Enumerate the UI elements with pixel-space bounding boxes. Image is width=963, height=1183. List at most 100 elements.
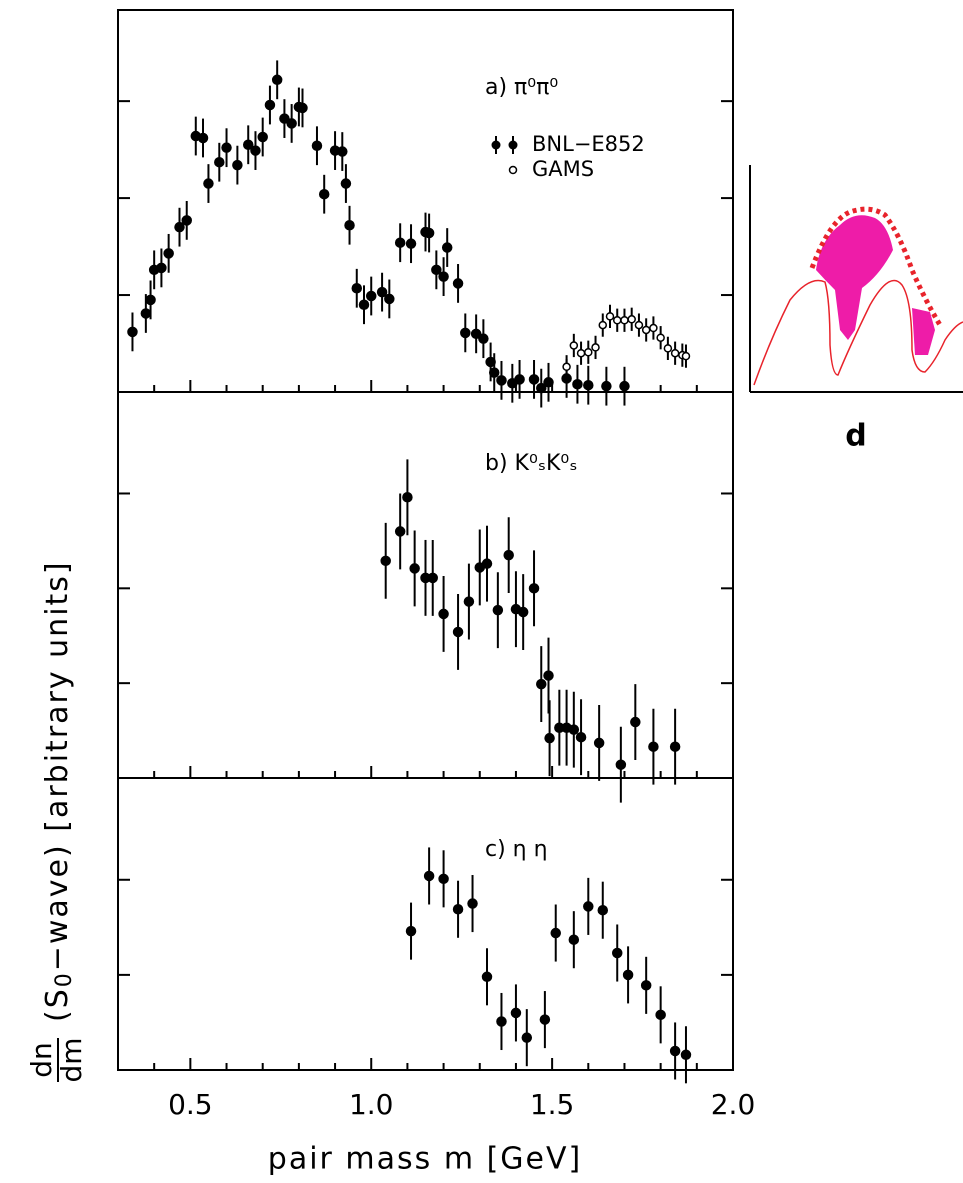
data-point [467, 898, 478, 909]
ylabel-sub: 0 [52, 971, 77, 987]
data-point [521, 1032, 533, 1043]
data-point [641, 325, 651, 335]
data-point [601, 380, 612, 392]
data-point [257, 131, 268, 143]
data-point [264, 99, 276, 111]
data-point [669, 741, 681, 752]
data-point [562, 362, 571, 372]
data-point [496, 1016, 507, 1027]
data-point [622, 969, 634, 981]
data-point [351, 283, 363, 294]
data-point [376, 286, 388, 298]
data-point [598, 320, 608, 330]
data-point [394, 526, 406, 537]
data-point [452, 626, 464, 638]
data-point [127, 326, 138, 338]
data-point [214, 156, 225, 168]
data-point [663, 344, 673, 353]
data-point [380, 555, 391, 567]
data-point [576, 348, 586, 358]
data-point [634, 320, 644, 330]
data-point [528, 583, 540, 594]
panel-title: b) K⁰ₛK⁰ₛ [485, 451, 577, 476]
data-point [394, 237, 406, 248]
data-point [568, 724, 580, 735]
data-point [311, 140, 323, 151]
data-point [384, 293, 395, 305]
ylabel-text: (S0−wave) [arbitrary units] [40, 560, 78, 1022]
x-tick-label: 1.5 [530, 1088, 575, 1121]
data-point [279, 113, 290, 124]
data-point [441, 242, 453, 253]
data-point [337, 146, 348, 157]
data-point [539, 1014, 551, 1025]
data-point [452, 278, 464, 289]
data-point [271, 74, 283, 86]
ylabel-open: (S [40, 987, 75, 1022]
data-point [405, 238, 417, 249]
x-tick-label: 0.5 [168, 1088, 213, 1121]
inset-label: d [845, 419, 866, 454]
data-point [543, 670, 554, 681]
data-point [503, 549, 514, 561]
ylabel-den: dm [55, 1037, 88, 1082]
data-point [431, 264, 442, 276]
inset-blob [912, 308, 935, 355]
ylabel-rest: −wave) [arbitrary units] [40, 560, 75, 971]
data-point [583, 901, 594, 912]
data-point [409, 563, 420, 574]
data-point [286, 118, 297, 129]
data-point [470, 328, 482, 340]
data-point [344, 219, 355, 231]
panel-frame [117, 777, 734, 1071]
data-point [405, 925, 417, 937]
x-tick-label: 2.0 [711, 1088, 756, 1121]
data-point [612, 316, 622, 325]
data-point [463, 596, 475, 607]
data-point [569, 341, 579, 350]
data-point [583, 379, 594, 391]
data-point [593, 737, 605, 749]
data-point [438, 873, 449, 885]
data-point [402, 492, 413, 503]
data-point [619, 380, 630, 392]
data-point [572, 378, 583, 390]
data-point [568, 934, 580, 945]
y-axis-label: dn dm (S0−wave) [arbitrary units] [25, 560, 88, 1082]
data-point [197, 132, 209, 144]
data-point [488, 367, 500, 378]
data-point [611, 947, 623, 959]
data-point [340, 178, 352, 189]
data-point [544, 732, 555, 744]
data-point [492, 604, 504, 616]
data-point [318, 188, 330, 200]
data-point [232, 159, 243, 171]
data-point [514, 374, 525, 385]
data-point [575, 731, 587, 743]
data-point [640, 980, 652, 991]
data-point [536, 678, 547, 690]
data-point [649, 323, 658, 333]
data-point [627, 315, 636, 324]
data-point [528, 374, 540, 385]
inset-dotted [809, 206, 943, 327]
data-point [655, 1009, 666, 1021]
legend-marker [508, 165, 518, 175]
data-point [181, 215, 192, 226]
data-point [670, 348, 680, 358]
data-point [630, 716, 641, 728]
data-point [156, 262, 167, 274]
data-point [145, 294, 156, 306]
data-point [297, 102, 308, 114]
data-point [365, 290, 377, 302]
data-point [438, 608, 449, 620]
data-point [517, 606, 529, 618]
data-point [510, 1007, 522, 1019]
legend-label: BNL−E852 [532, 132, 645, 156]
data-point [358, 299, 370, 310]
data-point [140, 308, 152, 319]
data-point [615, 759, 627, 770]
legend-label: GAMS [532, 157, 594, 181]
data-point [452, 904, 464, 915]
